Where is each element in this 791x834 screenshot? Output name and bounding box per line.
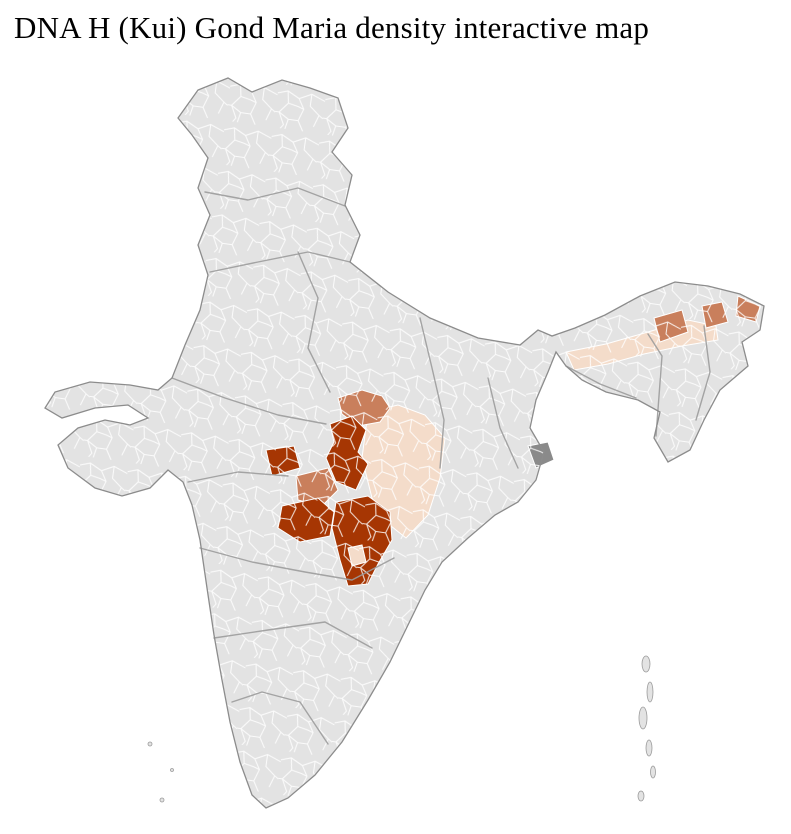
lakshadweep-islands[interactable] <box>147 741 174 803</box>
andaman-islands[interactable] <box>637 655 656 802</box>
page-title: DNA H (Kui) Gond Maria density interacti… <box>14 10 650 45</box>
state-borders <box>171 187 711 745</box>
